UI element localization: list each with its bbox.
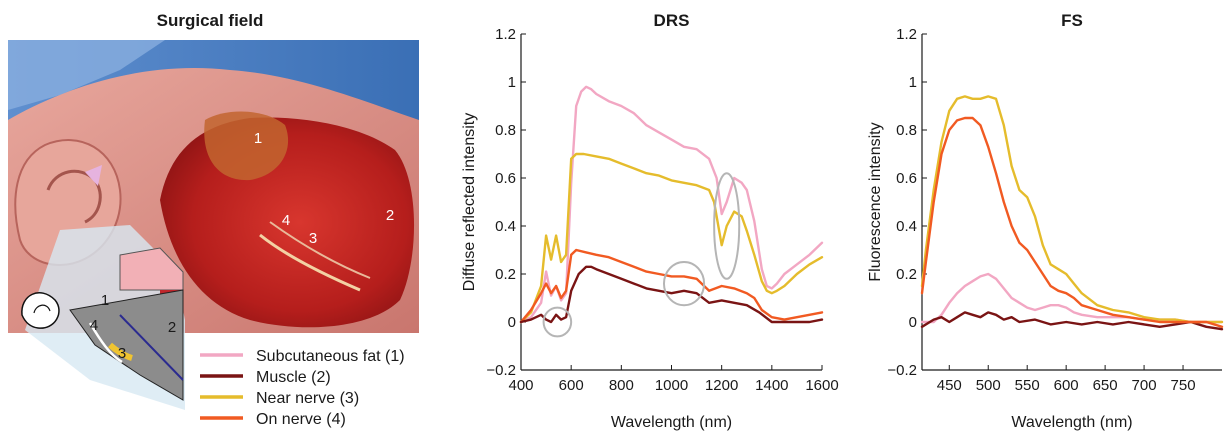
anatomy-inset: [21, 225, 185, 410]
fs-ytick-label: 0.8: [896, 122, 917, 139]
legend-label-fat: Subcutaneous fat (1): [256, 348, 405, 365]
drs-ytick-label: 1.2: [495, 26, 516, 43]
photo-point-2: 2: [386, 207, 394, 224]
drs-xtick-label: 1400: [755, 377, 788, 394]
fs-series-near-nerve: [920, 95, 1224, 324]
fs-xtick-label: 450: [937, 377, 962, 394]
fs-chart: FS −0.2 0 0.2 0.4 0.6 0.8 1 1.2 450 500 550 600 650 70…: [867, 11, 1224, 431]
fs-xtick-label: 550: [1015, 377, 1040, 394]
drs-y-label: Diffuse reflected intensity: [461, 113, 478, 291]
fs-series-on-nerve: [920, 116, 1224, 328]
fs-ytick-label: 0.4: [896, 218, 917, 235]
drs-series-on-nerve: [519, 248, 824, 324]
fs-ytick-label: 1.2: [896, 26, 917, 43]
diagram-label-3: 3: [118, 345, 126, 362]
drs-ytick-label: 0.6: [495, 170, 516, 187]
fs-xtick-label: 650: [1093, 377, 1118, 394]
fs-ytick-label: 0.6: [896, 170, 917, 187]
drs-title: DRS: [654, 11, 690, 30]
fs-ytick-label: 0.2: [896, 266, 917, 283]
drs-ytick-label: 1: [508, 74, 516, 91]
drs-xtick-label: 800: [609, 377, 634, 394]
drs-chart: DRS −0.2 0 0.2 0.4 0.6 0.8 1 1.2 400 600 800 1000 120…: [461, 11, 839, 431]
fs-ytick-label: 1: [909, 74, 917, 91]
drs-xtick-label: 600: [559, 377, 584, 394]
fs-xtick-label: 600: [1054, 377, 1079, 394]
legend-label-near-nerve: Near nerve (3): [256, 390, 359, 407]
drs-xtick-label: 400: [508, 377, 533, 394]
drs-ytick-label: 0.2: [495, 266, 516, 283]
fs-ytick-label: −0.2: [887, 362, 917, 379]
drs-series-near-nerve: [519, 152, 824, 324]
drs-ytick-label: 0.8: [495, 122, 516, 139]
drs-ytick-label: 0.4: [495, 218, 516, 235]
diagram-label-4: 4: [90, 317, 98, 334]
fs-x-label: Wavelength (nm): [1011, 414, 1132, 431]
drs-highlight-ellipse-3: [713, 172, 741, 280]
drs-series-subcutaneous-fat: [519, 85, 824, 324]
fs-xtick-label: 750: [1171, 377, 1196, 394]
fs-xtick-label: 700: [1132, 377, 1157, 394]
fs-title: FS: [1061, 11, 1083, 30]
fs-xtick-label: 500: [976, 377, 1001, 394]
legend: Subcutaneous fat (1) Muscle (2) Near ner…: [200, 348, 405, 428]
drs-series-muscle: [519, 265, 824, 324]
photo-point-1: 1: [254, 130, 262, 147]
drs-x-label: Wavelength (nm): [611, 414, 732, 431]
drs-xtick-label: 1200: [705, 377, 738, 394]
drs-xtick-label: 1600: [805, 377, 838, 394]
drs-highlight-ellipse-1: [542, 306, 573, 338]
fs-ytick-label: 0: [909, 314, 917, 331]
legend-label-on-nerve: On nerve (4): [256, 411, 346, 428]
photo-point-4: 4: [282, 212, 290, 229]
photo-point-3: 3: [309, 230, 317, 247]
drs-xtick-label: 1000: [655, 377, 688, 394]
drs-highlight-ellipse-2: [662, 261, 706, 307]
drs-ytick-label: 0: [508, 314, 516, 331]
drs-ytick-label: −0.2: [486, 362, 516, 379]
photo-title: Surgical field: [157, 11, 264, 30]
fs-y-label: Fluorescence intensity: [867, 122, 884, 281]
diagram-label-2: 2: [168, 319, 176, 336]
diagram-label-1: 1: [101, 292, 109, 309]
legend-label-muscle: Muscle (2): [256, 369, 331, 386]
fs-series-muscle: [920, 311, 1224, 331]
